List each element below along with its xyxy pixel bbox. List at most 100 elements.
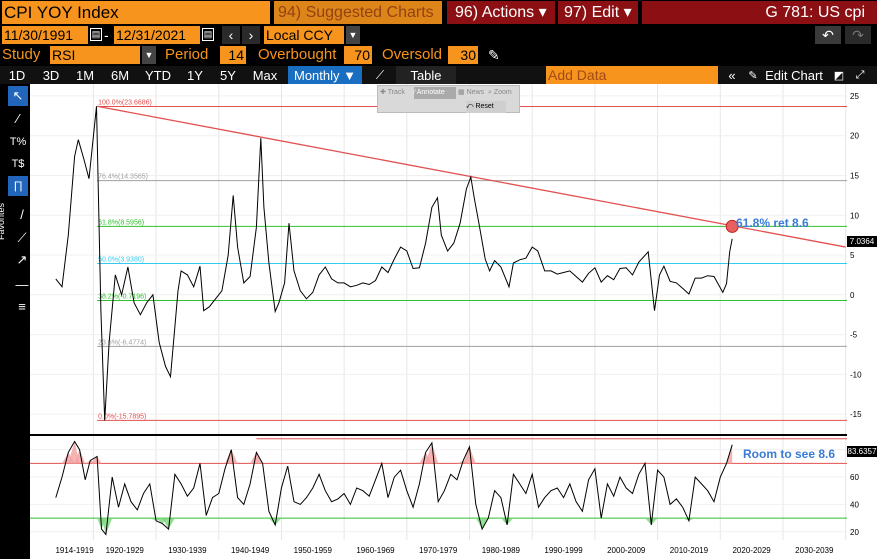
table-button[interactable]: Table <box>396 66 456 84</box>
annotate-button[interactable]: ∕ Annotate <box>414 87 456 99</box>
chart-mini-toolbar: ✚ Track ∕ Annotate ▦ News ⌕ Zoom ⤺ Reset <box>377 85 520 113</box>
reset-label: Reset <box>475 103 494 110</box>
rsi-oversold-fill <box>475 518 489 530</box>
x-tick-label: 1914-1919 <box>55 546 94 555</box>
x-tick-label: 1970-1979 <box>419 546 458 555</box>
news-label: News <box>466 89 485 96</box>
rsi-overbought-fill <box>74 449 86 464</box>
frequency-select[interactable]: Monthly ▼ <box>288 66 362 84</box>
suggested-charts-button[interactable]: 94) Suggested Charts <box>274 1 442 24</box>
x-tick-label: 1990-1999 <box>544 546 583 555</box>
study-label: Study <box>2 46 41 63</box>
pencil-icon[interactable]: ✎ <box>748 69 758 82</box>
add-data-input[interactable]: Add Data <box>546 66 718 84</box>
rsi-tick-label: 40 <box>850 500 859 509</box>
line-chart-icon[interactable]: ⟋ <box>375 67 385 82</box>
track-label: Track <box>387 89 405 96</box>
percent-tool-icon[interactable]: T% <box>9 136 27 148</box>
period-max[interactable]: Max <box>252 67 278 83</box>
oversold-label: Oversold <box>382 46 443 63</box>
period-6m[interactable]: 6M <box>110 67 130 83</box>
news-button[interactable]: ▦ News <box>458 89 485 96</box>
period-toolbar: 1D 3D 1M 6M YTD 1Y 5Y Max Monthly ▼ ⟋ Ta… <box>0 66 877 84</box>
start-date-field[interactable]: 11/30/1991 <box>2 26 88 44</box>
chevron-down-icon[interactable]: ▼ <box>346 26 360 44</box>
fib-level-label: 61.8%(8.5956) <box>98 219 144 226</box>
overbought-field[interactable]: 70 <box>344 46 372 64</box>
reset-button[interactable]: ⤺ Reset <box>466 101 506 113</box>
end-date-field[interactable]: 12/31/2021 <box>114 26 200 44</box>
channel-icon[interactable]: ⟋ <box>17 230 27 245</box>
collapse-icon[interactable]: « <box>728 67 736 83</box>
currency-select[interactable]: Local CCY <box>264 26 344 44</box>
drawing-toolbar: ↖ ∕ T% T$ ∏ Favorites / ⟋ ↗ — ≡ <box>0 84 30 559</box>
track-button[interactable]: ✚ Track <box>380 89 405 96</box>
fib-level-label: 23.6%(-6.4774) <box>98 339 146 346</box>
fib-level-label: 38.2%(-0.7196) <box>98 294 146 301</box>
y-tick-label: 15 <box>850 171 859 180</box>
period-1y[interactable]: 1Y <box>187 67 203 83</box>
x-tick-label: 2000-2009 <box>607 546 646 555</box>
maximize-icon[interactable]: ⤢ <box>855 68 865 81</box>
rsi-annotation: Room to see 8.6 <box>743 447 836 461</box>
rsi-tick-label: 60 <box>850 473 859 482</box>
dollar-tool-icon[interactable]: T$ <box>11 158 25 170</box>
y-axis <box>847 84 877 540</box>
period-5y[interactable]: 5Y <box>220 67 236 83</box>
rsi-overbought-fill <box>425 442 439 464</box>
fib-level-label: 50.0%(3.9380) <box>98 256 144 263</box>
chevron-down-icon[interactable]: ▼ <box>142 46 156 64</box>
x-tick-label: 2020-2029 <box>732 546 771 555</box>
period-field[interactable]: 14 <box>220 46 246 64</box>
fib-level-label: 76.4%(14.3565) <box>98 174 148 181</box>
edit-chart-button[interactable]: Edit Chart <box>765 67 823 83</box>
fib-tool-icon[interactable]: ∏ <box>8 176 28 196</box>
page-id: G 781: US cpi <box>642 1 877 24</box>
trendline-icon[interactable]: / <box>20 206 24 222</box>
retracement-annotation: 61.8% ret 8.6 <box>736 216 809 230</box>
price-chart-panel[interactable] <box>30 84 847 434</box>
pencil-icon[interactable]: ✎ <box>488 47 500 63</box>
x-tick-label: 1920-1929 <box>106 546 145 555</box>
x-axis <box>30 540 877 559</box>
rsi-line <box>55 440 733 536</box>
actions-menu[interactable]: 96) Actions ▾ <box>447 1 555 24</box>
study-select[interactable]: RSI <box>50 46 140 64</box>
trendline <box>97 105 846 248</box>
fib-level-label: 100.0%(23.6686) <box>98 100 152 107</box>
redo-button[interactable]: ↷ <box>845 26 871 44</box>
undo-button[interactable]: ↶ <box>815 26 841 44</box>
x-tick-label: 2010-2019 <box>670 546 709 555</box>
fib-level-label: 0.0%(-15.7895) <box>98 413 146 420</box>
y-tick-label: 5 <box>850 251 855 260</box>
period-3d[interactable]: 3D <box>42 67 60 83</box>
rsi-overbought-fill <box>90 456 102 464</box>
prev-period-button[interactable]: ‹ <box>222 26 240 44</box>
period-1m[interactable]: 1M <box>75 67 95 83</box>
x-tick-label: 1940-1949 <box>231 546 270 555</box>
rsi-tick-label: 20 <box>850 528 859 537</box>
study-bar: Study RSI ▼ Period 14 Overbought 70 Over… <box>0 45 877 65</box>
oversold-field[interactable]: 30 <box>448 46 478 64</box>
x-tick-label: 1950-1959 <box>294 546 333 555</box>
ray-icon[interactable]: ↗ <box>16 252 28 267</box>
calendar-icon[interactable]: ▤ <box>202 28 214 41</box>
draw-line-icon[interactable]: ∕ <box>16 110 20 126</box>
horizontal-line-icon[interactable]: — <box>15 276 29 292</box>
calendar-icon[interactable]: ▤ <box>90 28 102 41</box>
zoom-button[interactable]: ⌕ Zoom <box>488 89 512 96</box>
y-tick-label: -5 <box>850 331 858 340</box>
period-ytd[interactable]: YTD <box>145 67 171 83</box>
pointer-icon[interactable]: ↖ <box>8 86 28 106</box>
rsi-oversold-fill <box>268 518 282 525</box>
next-period-button[interactable]: › <box>242 26 260 44</box>
security-field[interactable]: CPI YOY Index <box>2 1 270 24</box>
y-tick-label: 10 <box>850 211 859 220</box>
period-1d[interactable]: 1D <box>8 67 26 83</box>
x-tick-label: 1930-1939 <box>168 546 207 555</box>
header-bar: CPI YOY Index 94) Suggested Charts 96) A… <box>0 0 877 25</box>
edit-menu[interactable]: 97) Edit ▾ <box>558 1 638 24</box>
chart-settings-icon[interactable]: ◩ <box>833 69 845 82</box>
fan-icon[interactable]: ≡ <box>18 298 26 314</box>
